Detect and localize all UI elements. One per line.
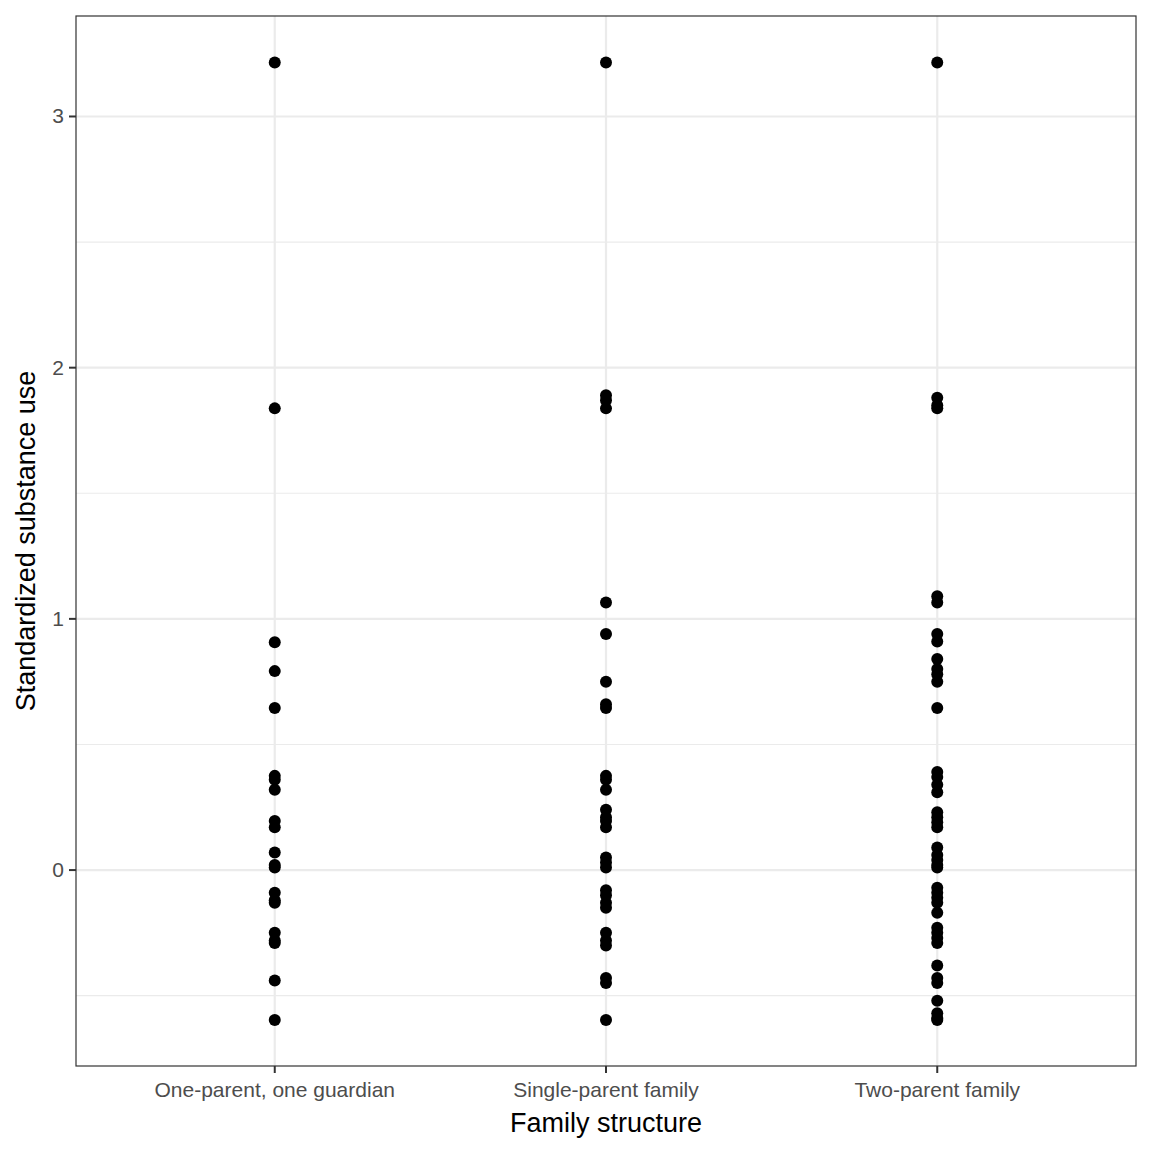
point [931, 635, 943, 647]
point [600, 597, 612, 609]
point [269, 1014, 281, 1026]
point [600, 628, 612, 640]
point [600, 862, 612, 874]
point [269, 975, 281, 987]
tick-label: Two-parent family [854, 1078, 1020, 1101]
point [600, 402, 612, 414]
points [269, 56, 944, 1026]
tick [69, 618, 76, 620]
x-axis-label: Family structure [510, 1108, 702, 1138]
point [931, 56, 943, 68]
point [269, 702, 281, 714]
chart: 0 1 2 3 One-parent, one guardian Single-paren… [0, 0, 1152, 1152]
point [931, 960, 943, 972]
point [269, 402, 281, 414]
tick-label: 1 [52, 607, 64, 630]
point [269, 784, 281, 796]
y-axis-label: Standardized substance use [11, 371, 41, 712]
point [600, 939, 612, 951]
background [0, 0, 1152, 1152]
point [269, 897, 281, 909]
point [269, 846, 281, 858]
point [600, 702, 612, 714]
axes: 0 1 2 3 One-parent, one guardian Single-paren… [52, 104, 1020, 1101]
point [269, 56, 281, 68]
point [269, 862, 281, 874]
tick-label: Single-parent family [513, 1078, 699, 1101]
tick-label: 3 [52, 104, 64, 127]
panel-border [76, 16, 1136, 1066]
point [931, 786, 943, 798]
point [931, 995, 943, 1007]
tick [274, 1066, 276, 1073]
tick [69, 115, 76, 117]
point [931, 597, 943, 609]
point [931, 402, 943, 414]
tick [605, 1066, 607, 1073]
grid [76, 16, 1136, 1066]
point [269, 636, 281, 648]
tick-label: One-parent, one guardian [154, 1078, 395, 1101]
point [600, 56, 612, 68]
point [931, 937, 943, 949]
point [600, 902, 612, 914]
tick-label: 2 [52, 356, 64, 379]
point [931, 702, 943, 714]
point [931, 977, 943, 989]
point [269, 821, 281, 833]
point [931, 1014, 943, 1026]
point [269, 665, 281, 677]
point [600, 1014, 612, 1026]
tick [69, 869, 76, 871]
point [600, 676, 612, 688]
tick [936, 1066, 938, 1073]
point [931, 862, 943, 874]
point [931, 676, 943, 688]
point [931, 907, 943, 919]
point [931, 821, 943, 833]
tick-label: 0 [52, 858, 64, 881]
tick [69, 367, 76, 369]
point [269, 937, 281, 949]
point [600, 784, 612, 796]
point [600, 977, 612, 989]
point [600, 821, 612, 833]
